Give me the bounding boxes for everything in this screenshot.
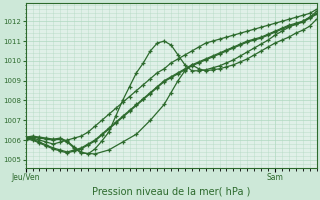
X-axis label: Pression niveau de la mer( hPa ): Pression niveau de la mer( hPa ) xyxy=(92,187,250,197)
